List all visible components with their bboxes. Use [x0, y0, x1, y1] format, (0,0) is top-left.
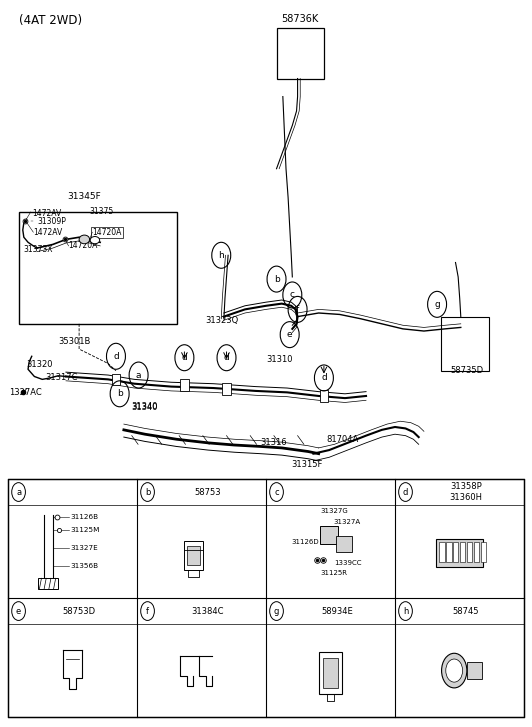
Bar [8, 479, 524, 717]
Bar [180, 379, 189, 391]
Bar [467, 542, 472, 563]
Text: c: c [274, 488, 279, 497]
Text: 31320: 31320 [27, 361, 53, 369]
Text: 31345F: 31345F [68, 192, 101, 201]
Ellipse shape [79, 235, 89, 244]
Text: f: f [296, 305, 299, 314]
Bar [112, 374, 120, 385]
Text: 31384C: 31384C [192, 606, 224, 616]
Text: e: e [16, 606, 21, 616]
Bar [320, 526, 338, 545]
Text: 31125M: 31125M [70, 527, 99, 533]
Text: a: a [16, 488, 21, 497]
Text: 14720A: 14720A [92, 228, 122, 237]
Bar [319, 652, 342, 694]
Text: b: b [145, 488, 150, 497]
Text: 58934E: 58934E [321, 606, 353, 616]
Bar [322, 658, 338, 688]
Text: 31327G: 31327G [320, 508, 348, 514]
Text: 58736K: 58736K [281, 14, 319, 23]
Text: a: a [136, 371, 142, 379]
Ellipse shape [442, 654, 467, 688]
Bar [184, 541, 203, 569]
Text: 31358P
31360H: 31358P 31360H [450, 482, 483, 502]
Text: e: e [287, 330, 293, 339]
Text: 31309P: 31309P [37, 217, 66, 226]
Ellipse shape [90, 236, 99, 244]
Bar [453, 542, 459, 563]
Text: 1339CC: 1339CC [335, 560, 362, 566]
Text: d: d [113, 352, 119, 361]
Text: 1472AV: 1472AV [34, 228, 63, 237]
Text: 31126D: 31126D [291, 539, 319, 545]
Text: d: d [403, 488, 408, 497]
Text: h: h [403, 606, 408, 616]
Text: 58753: 58753 [195, 488, 221, 497]
Bar [187, 546, 200, 565]
Bar [336, 536, 352, 552]
Ellipse shape [446, 659, 463, 682]
Bar [473, 542, 479, 563]
Text: 31315F: 31315F [291, 460, 322, 469]
Text: 31340: 31340 [132, 403, 158, 412]
Text: 58753D: 58753D [62, 606, 96, 616]
Text: 31327E: 31327E [70, 545, 98, 551]
Text: 81704A: 81704A [327, 435, 359, 443]
Text: d: d [223, 353, 229, 362]
Text: 31323Q: 31323Q [205, 316, 239, 325]
Text: b: b [117, 389, 122, 398]
Text: f: f [146, 606, 149, 616]
Text: 1327AC: 1327AC [9, 388, 42, 397]
Text: 35301B: 35301B [58, 337, 90, 346]
Bar [441, 316, 489, 371]
Text: 31125R: 31125R [320, 571, 347, 577]
Text: 31316: 31316 [261, 438, 287, 447]
Text: b: b [273, 275, 279, 284]
Bar [277, 28, 324, 79]
Text: 31356B: 31356B [70, 563, 98, 569]
Text: 31317C: 31317C [45, 374, 77, 382]
Text: d: d [321, 374, 327, 382]
Text: 58745: 58745 [453, 606, 479, 616]
Text: d: d [181, 353, 187, 362]
Text: 31375: 31375 [89, 207, 114, 217]
Bar [38, 578, 59, 589]
Bar [467, 662, 481, 679]
Text: 31310: 31310 [266, 356, 293, 364]
Text: h: h [218, 251, 224, 260]
Bar [446, 542, 452, 563]
Text: 1472AV: 1472AV [32, 209, 61, 218]
Text: 58735D: 58735D [450, 366, 484, 375]
Text: c: c [290, 291, 295, 300]
Bar [222, 383, 231, 395]
Bar [19, 212, 177, 324]
Bar [460, 542, 466, 563]
Text: g: g [274, 606, 279, 616]
Bar [320, 390, 328, 402]
Bar [480, 542, 486, 563]
Bar [439, 542, 445, 563]
Text: 31327A: 31327A [333, 519, 360, 525]
Text: 14720A: 14720A [69, 241, 98, 250]
Text: 31373X: 31373X [24, 245, 53, 254]
Text: 31340: 31340 [132, 402, 158, 411]
Text: 31126B: 31126B [70, 514, 98, 520]
Text: g: g [434, 300, 440, 309]
Bar [436, 539, 483, 567]
Text: (4AT 2WD): (4AT 2WD) [19, 14, 82, 27]
